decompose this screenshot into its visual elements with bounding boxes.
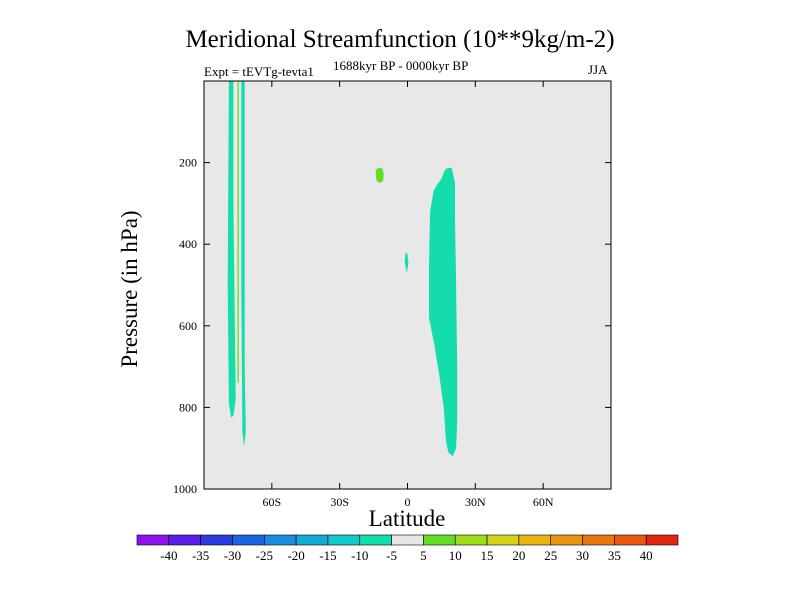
colorbar-label: 10 [449,548,462,563]
y-tick-label: 600 [179,319,197,333]
x-tick-label: 60N [533,495,554,509]
colorbar-label: 35 [608,548,621,563]
y-tick-label: 1000 [173,482,197,496]
colorbar-label: 30 [576,548,589,563]
colorbar-swatch [295,534,329,546]
y-tick-label: 800 [179,400,197,414]
colorbar-swatch [232,534,265,546]
x-tick-label: 0 [405,495,411,509]
colorbar-swatch [518,534,552,546]
colorbar-label: -5 [386,548,397,563]
colorbar-label: -15 [319,548,336,563]
contour-nh-tropical-cell [429,167,458,457]
colorbar-swatch [168,534,201,546]
contour-sh-polar-band-b [241,81,246,447]
colorbar-swatch [550,534,583,546]
colorbar-swatch [391,534,424,546]
colorbar-swatch [263,534,297,546]
colorbar-label: -35 [192,548,209,563]
colorbar-label: -40 [160,548,177,563]
experiment-label: Expt = tEVTg-tevta1 [204,64,314,79]
colorbar-label: -30 [224,548,241,563]
contour-sh-polar-line-pos [237,81,239,383]
colorbar-label: 15 [481,548,494,563]
contour-equatorial-speck [404,252,409,273]
colorbar-swatch [486,534,520,546]
colorbar-swatch [359,534,392,546]
colorbar-label: 25 [544,548,557,563]
y-tick-label: 400 [179,237,197,251]
chart-title: Meridional Streamfunction (10**9kg/m-2) [185,26,615,53]
season-label: JJA [588,62,608,77]
colorbar-label: 20 [512,548,525,563]
colorbar-swatch [136,534,170,546]
contour-subtropical-blob-pos [375,167,384,183]
period-label: 1688kyr BP - 0000kyr BP [333,58,469,73]
colorbar-label: -20 [287,548,304,563]
colorbar-label: 5 [420,548,427,563]
colorbar-swatch [200,534,233,546]
colorbar-swatch [327,534,361,546]
colorbar-swatch [454,534,488,546]
plot-background [204,81,611,489]
x-tick-label: 30N [465,495,486,509]
colorbar-swatch [423,534,456,546]
colorbar-swatch [614,534,647,546]
y-tick-label: 200 [179,156,197,170]
colorbar-label: -10 [351,548,368,563]
x-tick-label: 30S [330,495,349,509]
colorbar-label: -25 [256,548,273,563]
contour-sh-polar-band-a [227,81,236,418]
x-tick-label: 60S [262,495,281,509]
x-axis-label: Latitude [368,506,446,531]
colorbar-label: 40 [640,548,653,563]
colorbar-swatch [582,534,615,546]
colorbar-swatch [645,534,679,546]
